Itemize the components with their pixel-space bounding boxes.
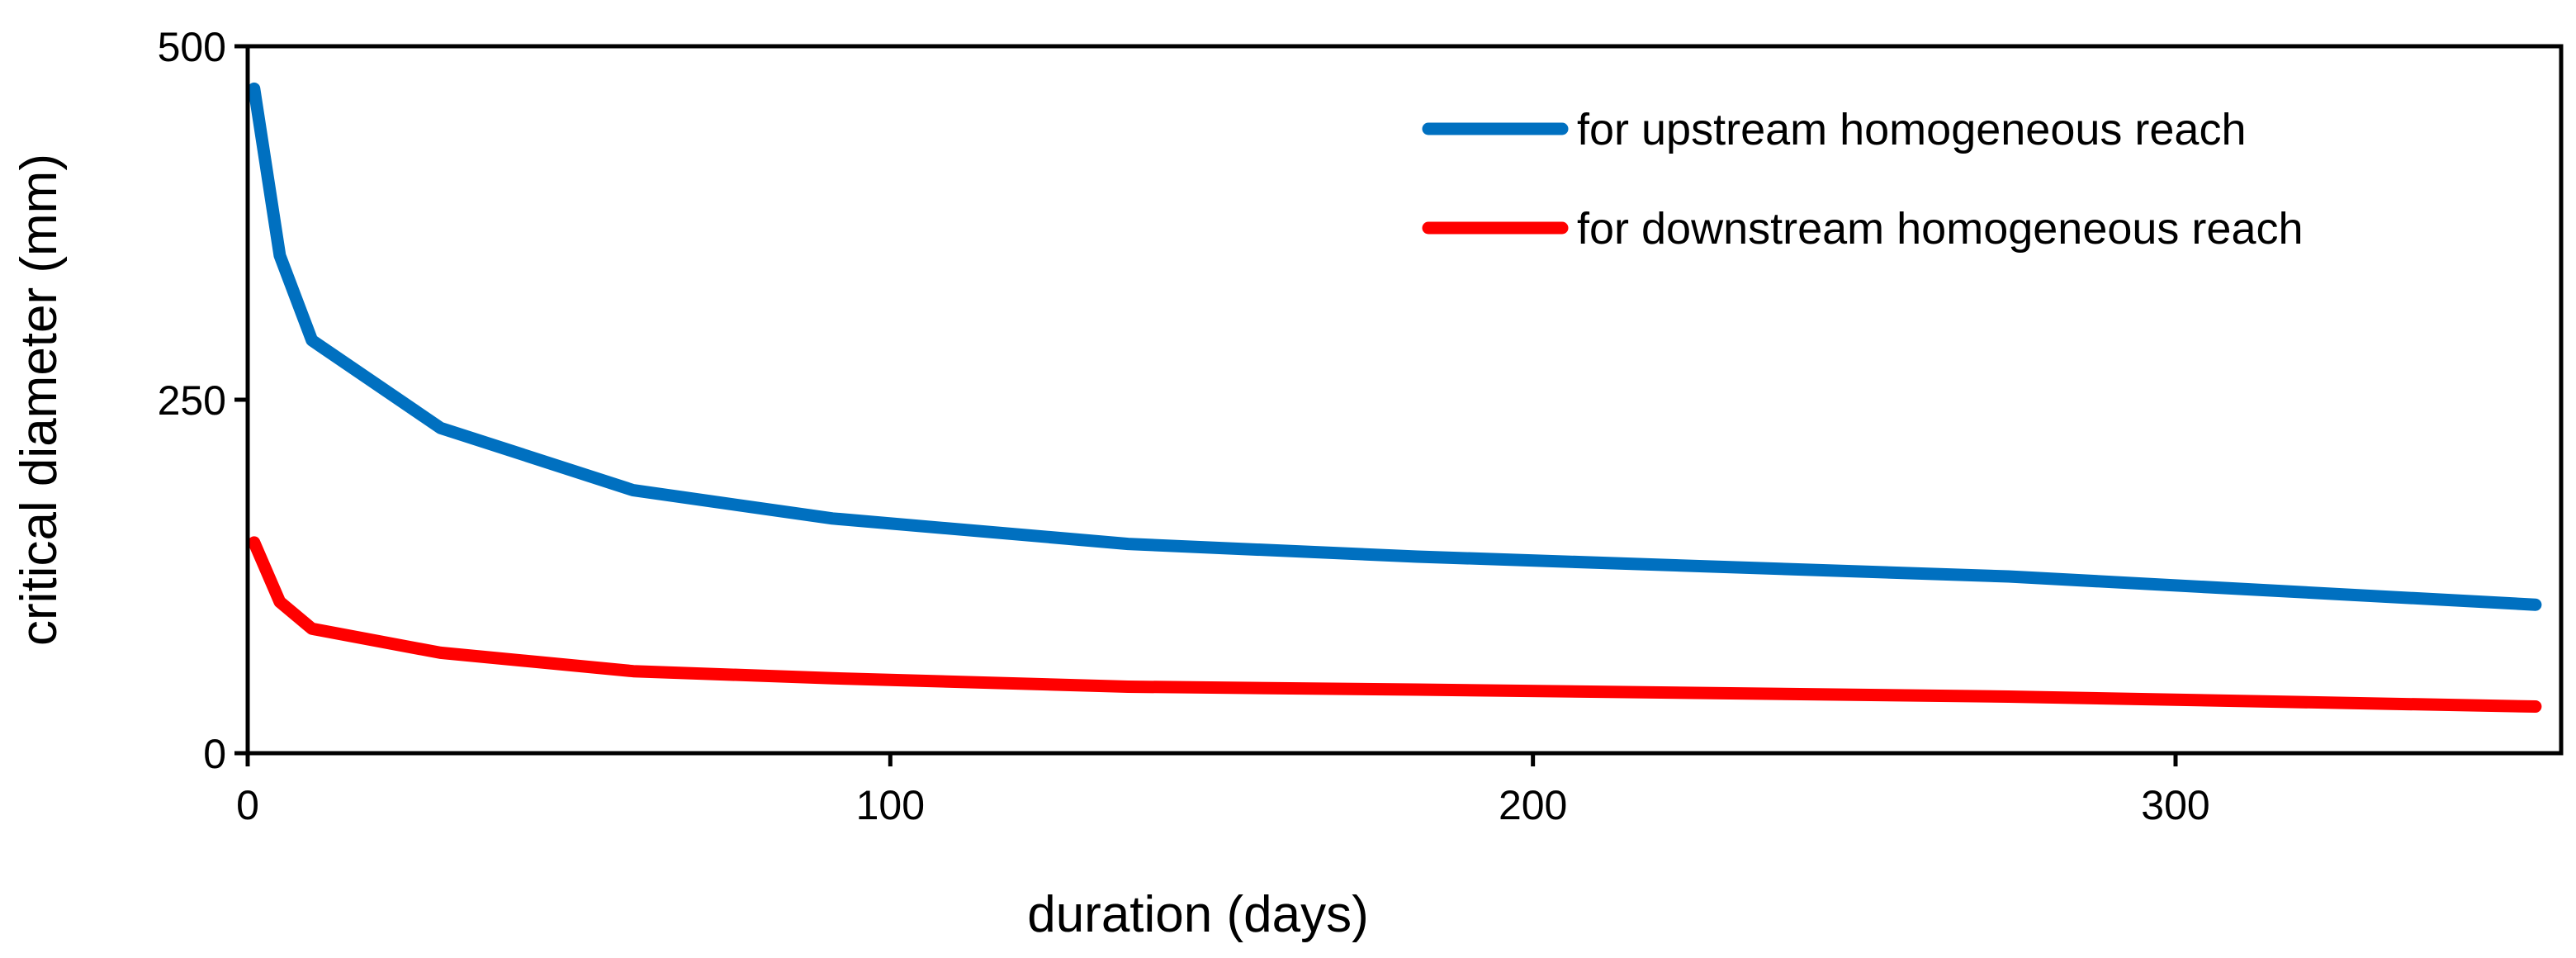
series-line-downstream xyxy=(248,536,2542,713)
y-tick-label: 500 xyxy=(158,24,226,70)
legend: for upstream homogeneous reach for downst… xyxy=(1422,105,2304,254)
y-tick-label: 250 xyxy=(158,377,226,424)
x-tick-label: 100 xyxy=(856,782,925,828)
legend-label: for downstream homogeneous reach xyxy=(1577,204,2304,254)
x-axis-title: duration (days) xyxy=(1027,886,1369,943)
legend-label: for upstream homogeneous reach xyxy=(1577,105,2246,154)
x-tick-label: 200 xyxy=(1499,782,1567,828)
series-layer xyxy=(248,82,2542,713)
x-tick-label: 300 xyxy=(2141,782,2209,828)
series-line-upstream xyxy=(248,82,2542,611)
x-tick-label: 0 xyxy=(236,782,259,828)
y-axis-title: critical diameter (mm) xyxy=(11,154,68,646)
ticks-layer: 0 250 500 0 100 200 300 xyxy=(158,24,2210,828)
y-tick-label: 0 xyxy=(203,731,226,777)
